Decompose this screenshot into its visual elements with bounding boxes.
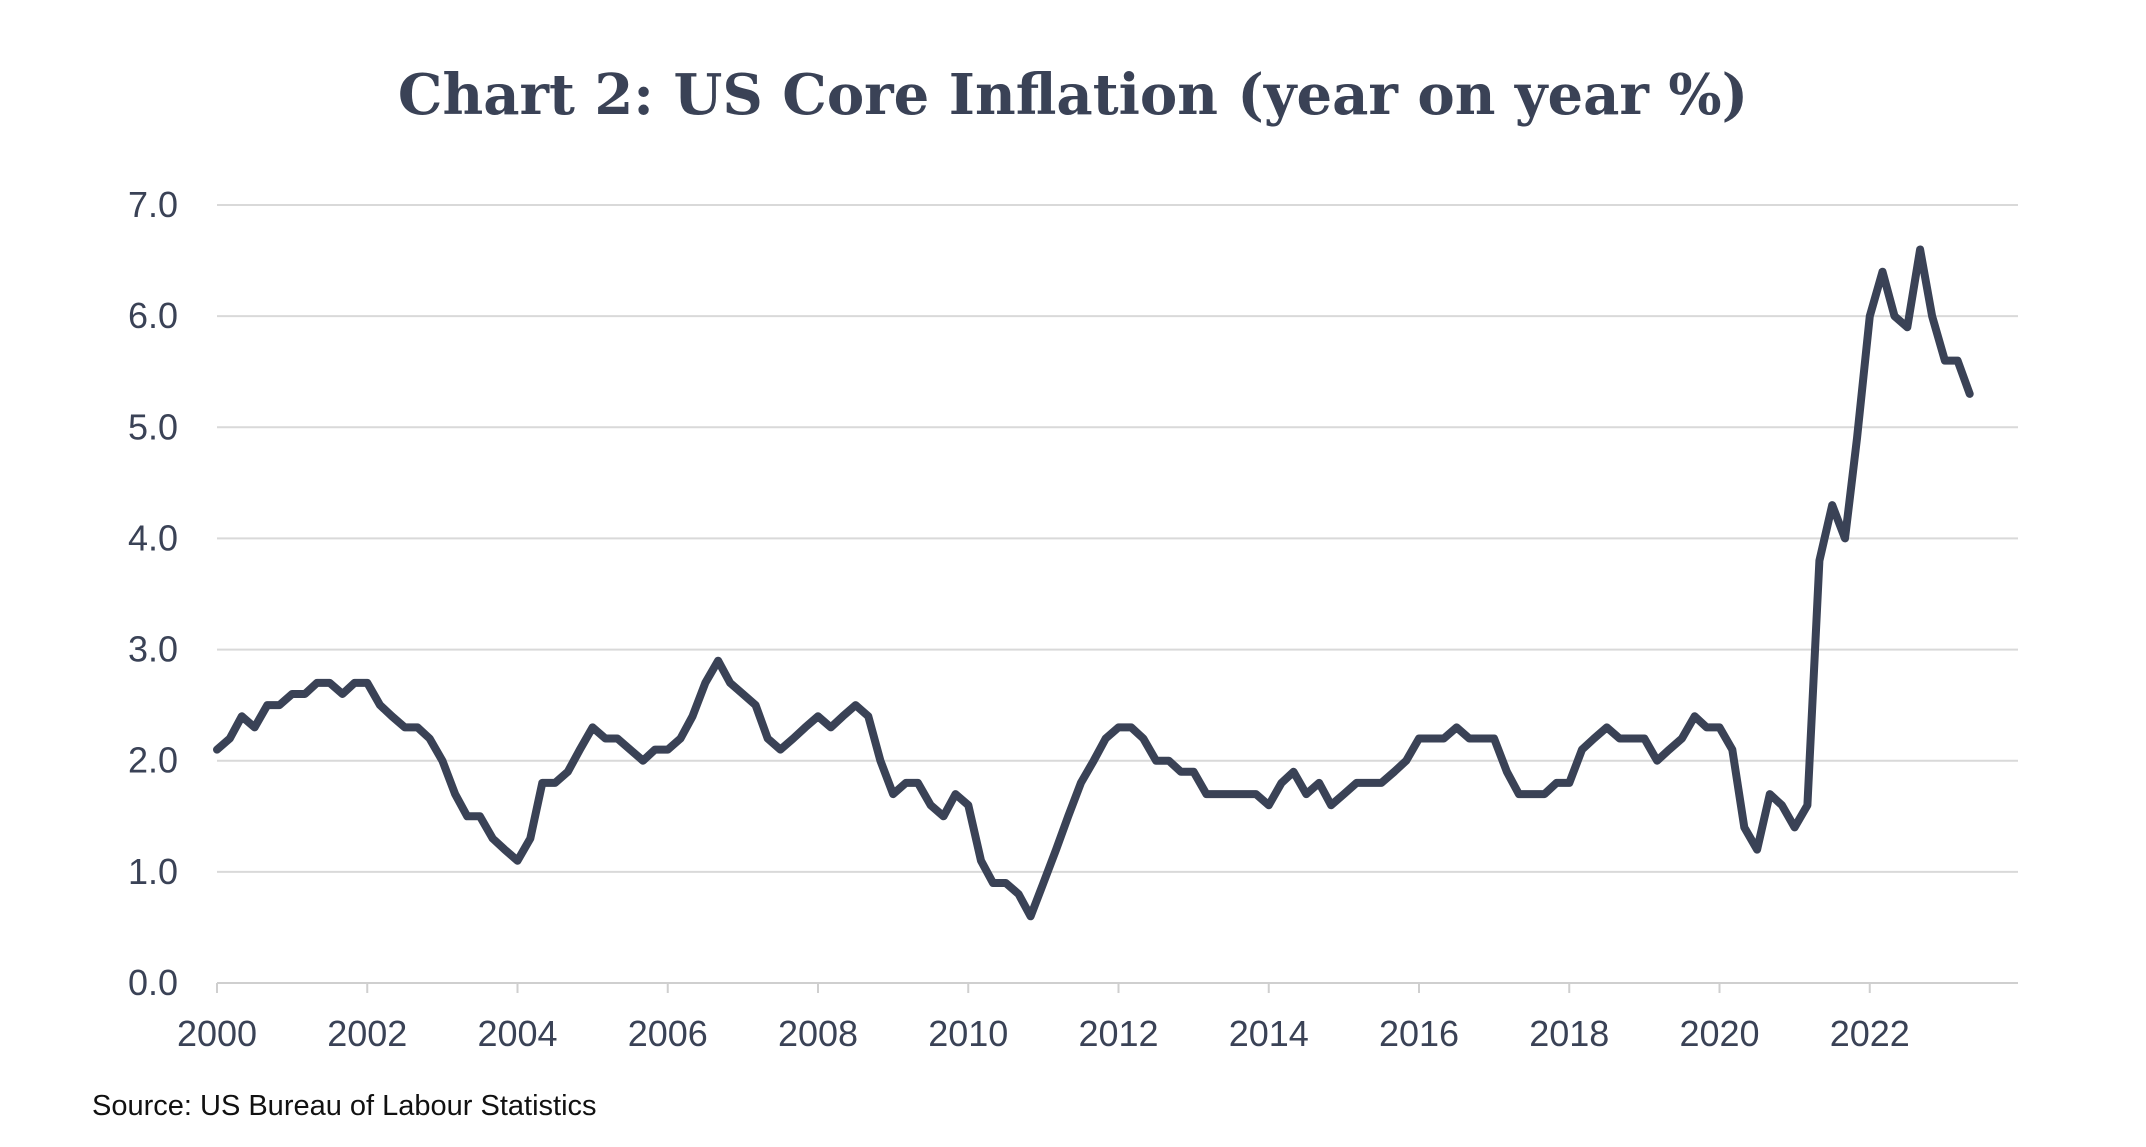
y-tick-label: 7.0 (128, 184, 178, 225)
gridlines (217, 204, 2018, 873)
y-tick-label: 2.0 (128, 740, 178, 781)
y-axis-tick-labels: 0.0 1.0 2.0 3.0 4.0 5.0 6.0 7.0 (128, 184, 178, 1003)
x-tick-label: 2002 (327, 1013, 407, 1054)
x-tick-label: 2020 (1679, 1013, 1759, 1054)
chart-title: Chart 2: US Core Inflation (year on year… (397, 62, 1749, 128)
x-tick-label: 2004 (477, 1013, 557, 1054)
y-tick-label: 0.0 (128, 962, 178, 1003)
x-tick-label: 2010 (928, 1013, 1008, 1054)
x-tick-label: 2018 (1529, 1013, 1609, 1054)
source-note: Source: US Bureau of Labour Statistics (92, 1090, 597, 1122)
y-tick-label: 4.0 (128, 517, 178, 558)
x-tick-label: 2000 (177, 1013, 257, 1054)
x-tick-label: 2014 (1229, 1013, 1309, 1054)
y-tick-label: 3.0 (128, 629, 178, 670)
y-tick-label: 1.0 (128, 851, 178, 892)
y-tick-label: 6.0 (128, 295, 178, 336)
x-tick-label: 2022 (1830, 1013, 1910, 1054)
x-axis (216, 982, 2018, 993)
x-axis-tick-labels: 2000 2002 2004 2006 2008 2010 2012 2014 2016 2018… (177, 1013, 1910, 1054)
x-tick-label: 2016 (1379, 1013, 1459, 1054)
series-line (213, 245, 1974, 921)
x-tick-label: 2012 (1078, 1013, 1158, 1054)
x-tick-label: 2006 (628, 1013, 708, 1054)
y-tick-label: 5.0 (128, 406, 178, 447)
x-tick-label: 2008 (778, 1013, 858, 1054)
series-layer (213, 245, 1974, 921)
